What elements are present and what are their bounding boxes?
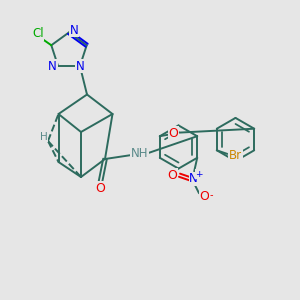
Text: H: H xyxy=(40,131,47,142)
Text: Br: Br xyxy=(229,149,242,162)
Text: NH: NH xyxy=(131,146,148,160)
Text: N: N xyxy=(189,172,198,185)
Text: +: + xyxy=(195,170,203,179)
Text: O: O xyxy=(96,182,105,195)
Text: N: N xyxy=(70,23,79,37)
Text: N: N xyxy=(76,59,84,73)
Text: Cl: Cl xyxy=(32,27,44,40)
Text: O: O xyxy=(168,127,178,140)
Text: -: - xyxy=(210,190,213,200)
Text: O: O xyxy=(168,169,178,182)
Text: O: O xyxy=(200,190,209,203)
Text: N: N xyxy=(48,59,57,73)
